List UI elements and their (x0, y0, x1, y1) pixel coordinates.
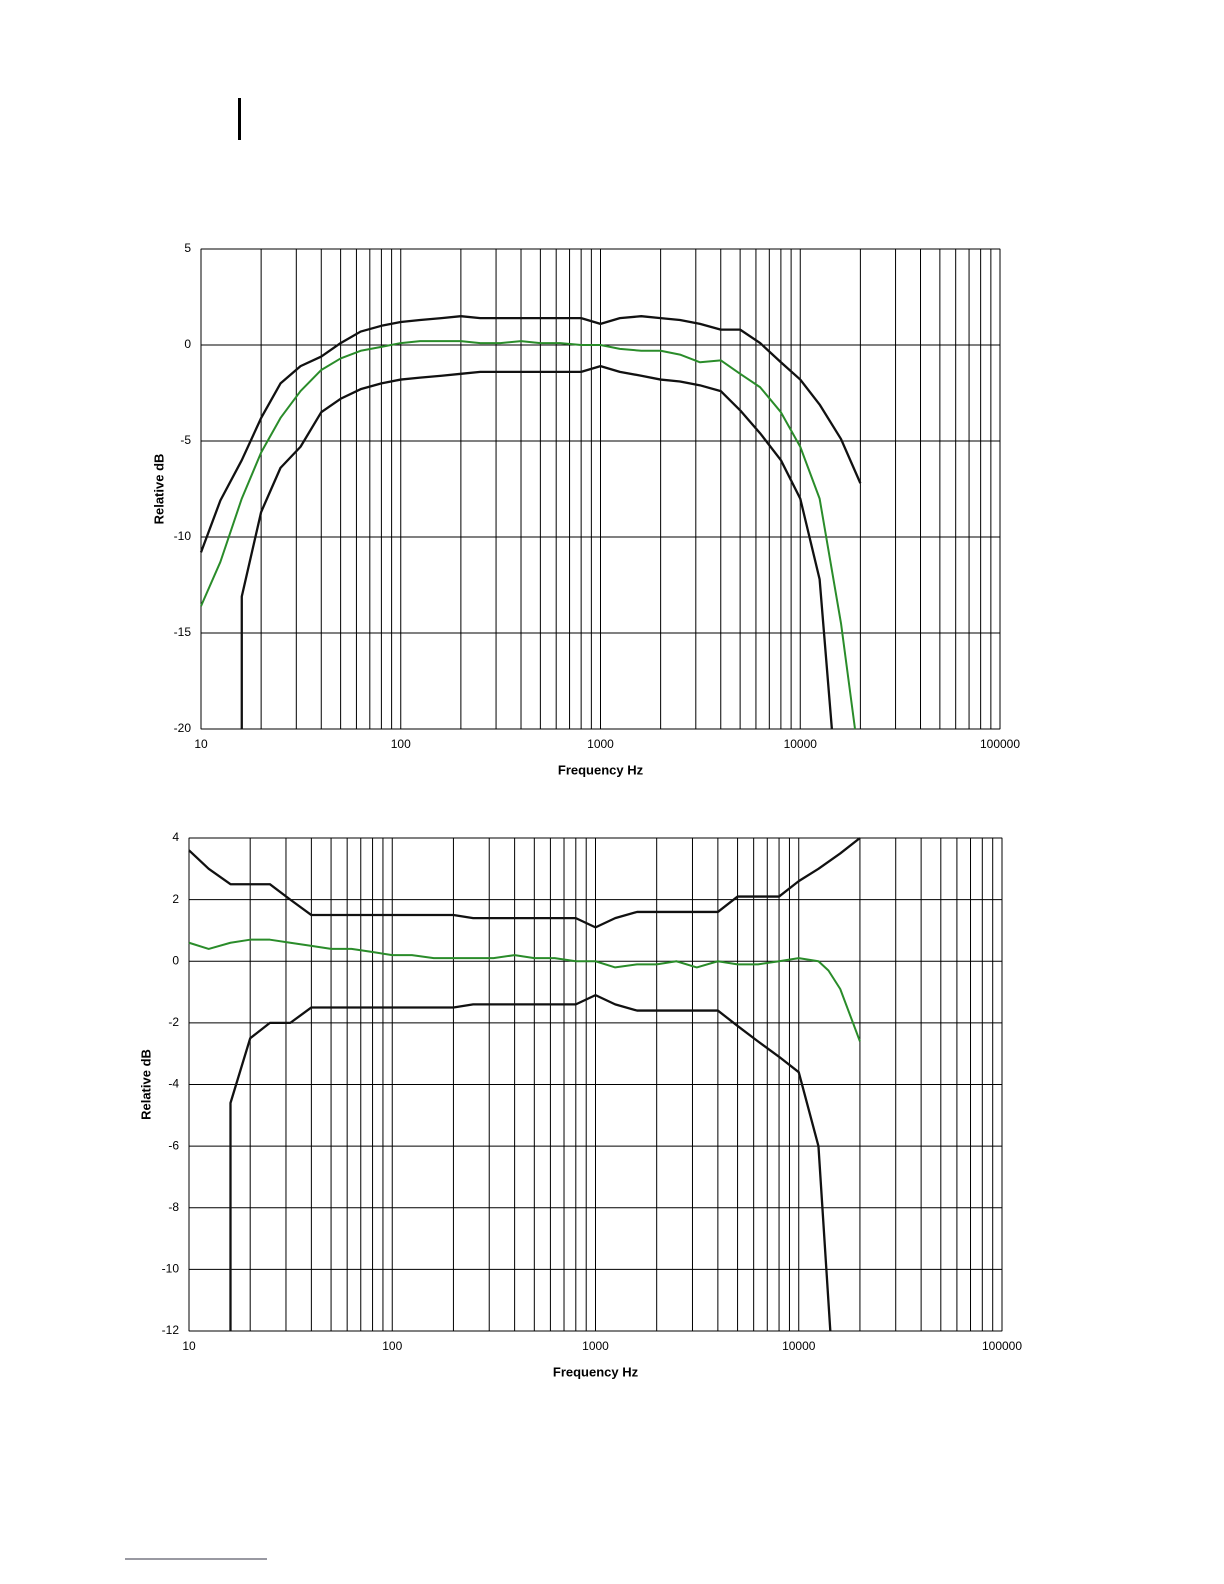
y-tick-label: -5 (180, 433, 191, 447)
series-line (200, 340, 857, 730)
series-line (188, 837, 861, 929)
margin-bar (238, 98, 241, 140)
y-tick-label: 0 (172, 953, 179, 967)
x-tick-label: 100000 (982, 1339, 1022, 1353)
y-tick-label: -20 (174, 721, 192, 735)
x-tick-label: 10 (194, 737, 208, 751)
y-tick-label: -6 (168, 1138, 179, 1152)
y-tick-label: -12 (162, 1323, 180, 1337)
y-tick-label: -2 (168, 1015, 179, 1029)
series-line (229, 993, 832, 1332)
x-tick-label: 10 (182, 1339, 196, 1353)
x-tick-label: 1000 (582, 1339, 609, 1353)
y-axis-title: Relative dB (138, 1049, 153, 1120)
y-axis-title: Relative dB (151, 454, 166, 525)
x-tick-label: 100 (382, 1339, 402, 1353)
y-tick-label: 5 (184, 241, 191, 255)
y-tick-label: -15 (174, 625, 192, 639)
y-tick-label: -10 (162, 1262, 180, 1276)
y-tick-label: 2 (172, 892, 179, 906)
x-axis-title: Frequency Hz (558, 762, 644, 777)
y-tick-label: -10 (174, 529, 192, 543)
y-tick-label: 4 (172, 830, 179, 844)
series-line (240, 364, 834, 730)
series-line (199, 315, 862, 553)
y-tick-label: -4 (168, 1077, 179, 1091)
y-tick-label: 0 (184, 337, 191, 351)
x-axis-title: Frequency Hz (553, 1364, 639, 1379)
x-tick-label: 1000 (587, 737, 614, 751)
x-tick-label: 100000 (980, 737, 1020, 751)
series-line (188, 938, 861, 1042)
x-tick-label: 100 (391, 737, 411, 751)
x-tick-label: 10000 (784, 737, 818, 751)
x-tick-label: 10000 (782, 1339, 816, 1353)
y-tick-label: -8 (168, 1200, 179, 1214)
